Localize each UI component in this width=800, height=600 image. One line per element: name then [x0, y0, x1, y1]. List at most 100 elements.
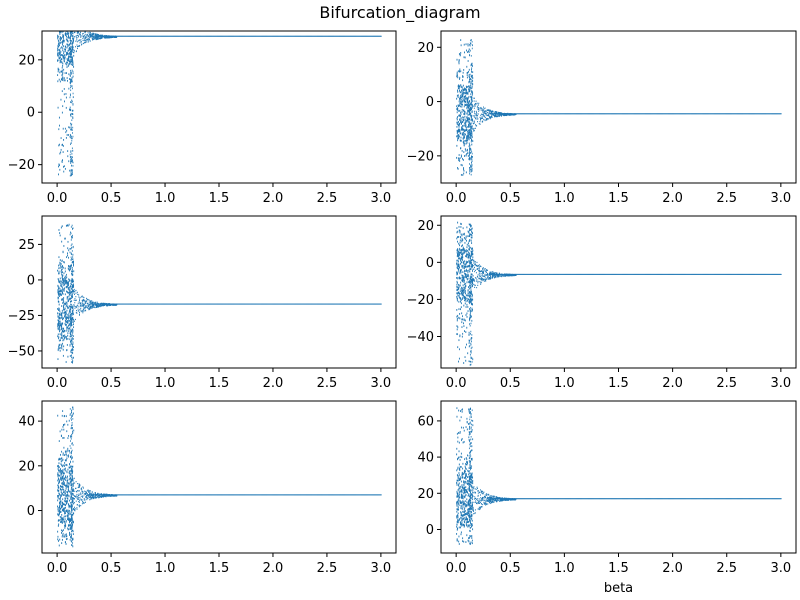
data-point	[83, 303, 85, 305]
data-point	[71, 158, 73, 161]
data-point	[613, 113, 616, 115]
data-point	[62, 282, 64, 285]
data-point	[464, 130, 465, 133]
data-point	[462, 99, 464, 102]
data-point	[299, 35, 301, 37]
data-point	[467, 292, 469, 295]
data-point	[473, 279, 475, 281]
data-point	[70, 316, 71, 318]
data-point	[67, 285, 68, 287]
data-point	[487, 118, 488, 120]
data-point	[61, 289, 63, 292]
data-point	[512, 274, 514, 277]
data-point	[59, 333, 61, 336]
data-point	[77, 302, 79, 304]
data-point	[71, 328, 73, 331]
data-point	[459, 313, 461, 315]
data-point	[458, 253, 460, 255]
data-point	[288, 303, 290, 305]
data-point	[63, 272, 65, 275]
data-point	[66, 326, 68, 329]
data-point	[462, 76, 464, 78]
data-point	[66, 280, 67, 282]
data-point	[92, 38, 94, 40]
data-point	[78, 314, 80, 316]
data-point	[71, 49, 73, 52]
data-point	[67, 324, 69, 327]
data-point	[155, 303, 157, 305]
data-point	[58, 287, 59, 290]
data-point	[456, 289, 458, 292]
data-point	[469, 310, 471, 312]
data-point	[59, 52, 61, 55]
data-point	[456, 117, 458, 120]
data-point	[470, 322, 472, 325]
data-point	[768, 113, 770, 115]
data-point	[83, 299, 85, 301]
data-point	[68, 268, 70, 271]
data-point	[513, 114, 515, 116]
data-point	[84, 31, 86, 33]
data-point	[459, 119, 461, 121]
data-point	[456, 121, 458, 124]
data-point	[283, 303, 286, 305]
data-point	[229, 303, 232, 305]
data-point	[71, 324, 72, 327]
data-point	[472, 264, 474, 266]
data-point	[73, 304, 75, 306]
data-point	[188, 303, 190, 305]
data-point	[758, 113, 760, 115]
data-point	[96, 35, 99, 37]
data-point	[149, 35, 151, 37]
data-point	[58, 300, 60, 303]
data-point	[97, 306, 99, 308]
data-point	[461, 86, 463, 89]
data-point	[469, 80, 470, 83]
data-point	[217, 303, 220, 305]
data-point	[300, 35, 302, 37]
data-point	[65, 61, 67, 64]
data-point	[462, 287, 464, 290]
data-point	[354, 303, 357, 305]
data-point	[102, 304, 103, 306]
data-point	[470, 137, 472, 140]
data-point	[460, 98, 462, 101]
data-point	[71, 50, 73, 53]
data-point	[61, 291, 63, 294]
data-point	[464, 265, 465, 268]
data-point	[72, 70, 74, 73]
data-point	[63, 34, 64, 37]
data-point	[69, 96, 71, 99]
data-point	[365, 35, 368, 37]
data-point	[463, 262, 465, 265]
data-point	[473, 259, 475, 261]
data-point	[476, 114, 478, 116]
data-point	[334, 303, 336, 305]
data-point	[64, 282, 66, 285]
data-point	[70, 162, 72, 164]
data-point	[68, 330, 70, 332]
data-point	[480, 273, 482, 275]
data-point	[101, 303, 103, 305]
data-point	[467, 121, 469, 123]
data-point	[464, 111, 466, 113]
data-point	[72, 338, 74, 340]
data-point	[464, 92, 466, 95]
data-point	[72, 96, 74, 99]
data-point	[471, 158, 473, 161]
data-point	[77, 31, 79, 33]
data-point	[740, 113, 743, 115]
data-point	[69, 126, 71, 129]
data-point	[321, 35, 323, 37]
data-point	[57, 288, 59, 291]
data-point	[194, 303, 196, 305]
data-point	[298, 35, 301, 37]
data-point	[62, 278, 64, 281]
data-point	[199, 303, 201, 305]
data-point	[70, 158, 72, 161]
data-point	[469, 247, 470, 249]
data-point	[462, 289, 464, 291]
data-point	[58, 173, 59, 176]
data-point	[473, 127, 475, 130]
data-point	[69, 47, 71, 50]
